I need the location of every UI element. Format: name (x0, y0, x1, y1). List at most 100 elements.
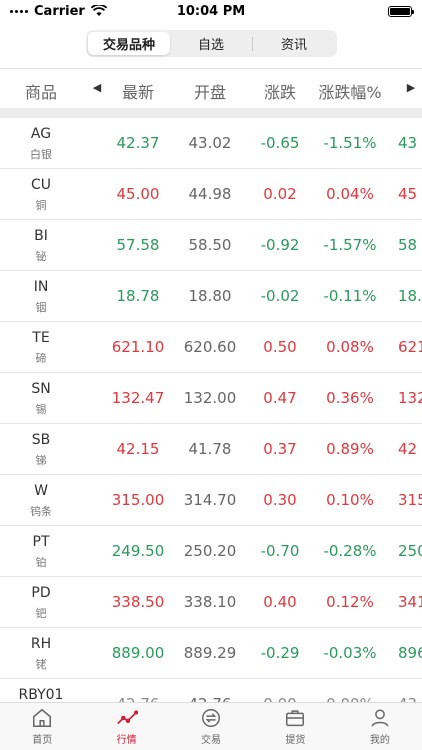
price-change: 0.40 (263, 593, 297, 611)
product-name: 碲 (35, 352, 47, 365)
product-name: 钨条 (30, 505, 52, 518)
next-column-value: 43 (398, 134, 418, 152)
open-price: 250.20 (183, 542, 237, 560)
scroll-left-arrow-icon[interactable]: ◀ (92, 81, 102, 94)
table-row[interactable]: PT 铂 249.50 250.20 -0.70 -0.28% 250 (0, 526, 422, 577)
product-code: PD (31, 585, 51, 601)
table-row[interactable]: W 钨条 315.00 314.70 0.30 0.10% 315 (0, 475, 422, 526)
price-change: -0.02 (260, 287, 300, 305)
open-price: 41.78 (188, 440, 232, 458)
next-column-value: 621 (398, 338, 422, 356)
product-code: BI (34, 228, 48, 244)
header-latest[interactable]: 最新 (121, 83, 154, 102)
latest-price: 338.50 (111, 593, 165, 611)
header-change[interactable]: 涨跌 (263, 83, 296, 102)
table-row[interactable]: PD 钯 338.50 338.10 0.40 0.12% 341 (0, 577, 422, 628)
home-icon (33, 708, 52, 727)
next-column-value: 42 (398, 440, 418, 458)
tab-pickup[interactable]: 提货 (253, 703, 337, 750)
open-price: 44.98 (188, 185, 232, 203)
tab-market[interactable]: 行情 (84, 703, 168, 750)
product-code: RBY01 (18, 687, 64, 703)
status-time: 10:04 PM (176, 3, 246, 19)
header-open[interactable]: 开盘 (193, 83, 226, 102)
scroll-right-arrow-icon[interactable]: ▶ (406, 81, 416, 94)
tab-bar: 首页 行情 交易 提货 我的 (0, 702, 422, 750)
product-code: CU (30, 177, 52, 193)
product-code: PT (32, 534, 50, 550)
tab-profile-label: 我的 (369, 735, 390, 746)
latest-price: 57.58 (116, 236, 160, 254)
price-change: -0.65 (260, 134, 300, 152)
table-row[interactable]: RH 铑 889.00 889.29 -0.29 -0.03% 896 (0, 628, 422, 679)
latest-price: 18.78 (116, 287, 160, 305)
price-change: -0.29 (260, 644, 300, 662)
tab-pickup-label: 提货 (285, 735, 306, 746)
product-code: W (34, 483, 48, 499)
latest-price: 889.00 (111, 644, 165, 662)
segment-news[interactable]: 资讯 (280, 38, 307, 53)
tab-trade-label: 交易 (201, 735, 222, 746)
change-percent: 0.10% (326, 491, 374, 509)
product-code: IN (33, 279, 49, 295)
header-change-percent[interactable]: 涨跌幅% (318, 83, 382, 102)
product-code: RH (30, 636, 52, 652)
change-percent: -0.11% (323, 287, 377, 305)
tab-home-label: 首页 (32, 735, 53, 746)
table-row[interactable]: SB 锑 42.15 41.78 0.37 0.89% 42 (0, 424, 422, 475)
open-price: 620.60 (183, 338, 237, 356)
next-column-value: 18. (398, 287, 422, 305)
latest-price: 132.47 (111, 389, 165, 407)
table-row[interactable]: BI 铋 57.58 58.50 -0.92 -1.57% 58 (0, 220, 422, 271)
tab-trade[interactable]: 交易 (169, 703, 253, 750)
change-percent: -0.28% (323, 542, 377, 560)
battery-icon (388, 5, 414, 17)
next-column-value: 132 (398, 389, 422, 407)
product-name: 铋 (35, 250, 47, 263)
open-price: 314.70 (183, 491, 237, 509)
table-row[interactable]: IN 铟 18.78 18.80 -0.02 -0.11% 18. (0, 271, 422, 322)
next-column-value: 315 (398, 491, 422, 509)
product-code: SN (31, 381, 51, 397)
trade-icon (202, 709, 220, 727)
latest-price: 42.37 (116, 134, 160, 152)
price-change: 0.50 (263, 338, 297, 356)
change-percent: 0.36% (326, 389, 374, 407)
latest-price: 621.10 (111, 338, 165, 356)
product-name: 铂 (35, 556, 47, 569)
quote-table: AG 白银 42.37 43.02 -0.65 -1.51% 43 CU 铜 45.00 44.98… (0, 118, 422, 730)
change-percent: 0.12% (326, 593, 374, 611)
product-code: AG (30, 126, 52, 142)
product-name: 钯 (35, 607, 47, 620)
latest-price: 315.00 (111, 491, 165, 509)
table-row[interactable]: AG 白银 42.37 43.02 -0.65 -1.51% 43 (0, 118, 422, 169)
header-product: 商品 (24, 83, 57, 102)
carrier-name: Carrier (34, 3, 85, 19)
briefcase-icon (286, 710, 305, 727)
table-row[interactable]: CU 铜 45.00 44.98 0.02 0.04% 45 (0, 169, 422, 220)
open-price: 889.29 (183, 644, 237, 662)
table-row[interactable]: SN 锡 132.47 132.00 0.47 0.36% 132 (0, 373, 422, 424)
tab-profile[interactable]: 我的 (338, 703, 422, 750)
latest-price: 249.50 (111, 542, 165, 560)
user-icon (371, 709, 389, 727)
change-percent: 0.89% (326, 440, 374, 458)
table-row[interactable]: TE 碲 621.10 620.60 0.50 0.08% 621 (0, 322, 422, 373)
segmented-control: 交易品种 自选 资讯 (86, 30, 337, 57)
segment-watchlist[interactable]: 自选 (197, 38, 224, 53)
wifi-icon (90, 5, 107, 16)
open-price: 43.02 (188, 134, 232, 152)
chart-line-icon (116, 710, 138, 725)
price-change: -0.70 (260, 542, 300, 560)
price-change: 0.02 (263, 185, 297, 203)
change-percent: -1.57% (323, 236, 377, 254)
open-price: 338.10 (183, 593, 237, 611)
open-price: 132.00 (183, 389, 237, 407)
tab-home[interactable]: 首页 (0, 703, 84, 750)
open-price: 58.50 (188, 236, 232, 254)
next-column-value: 45 (398, 185, 418, 203)
product-name: 铟 (35, 301, 47, 314)
price-change: 0.37 (263, 440, 297, 458)
next-column-value: 250 (398, 542, 422, 560)
segment-trading-products[interactable]: 交易品种 (88, 32, 170, 55)
